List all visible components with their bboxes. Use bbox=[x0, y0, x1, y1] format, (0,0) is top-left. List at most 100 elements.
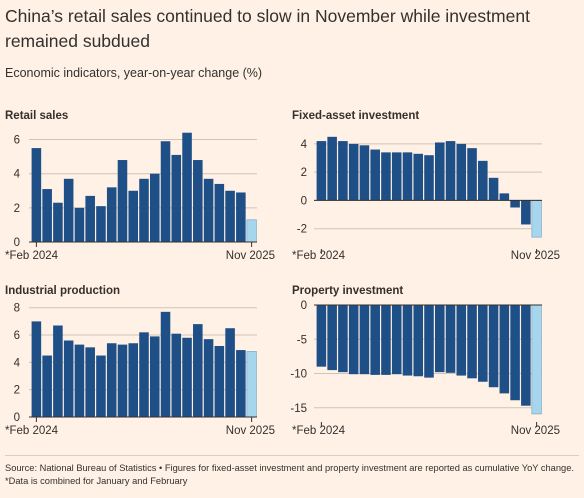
footer-divider bbox=[5, 455, 579, 456]
bar bbox=[85, 347, 95, 417]
y-tick-label: 0 bbox=[301, 195, 307, 207]
bar bbox=[338, 305, 348, 373]
bar bbox=[139, 178, 149, 242]
bar bbox=[128, 190, 139, 242]
bar bbox=[510, 305, 520, 401]
x-start-label: *Feb 2024 bbox=[292, 250, 346, 262]
bar bbox=[327, 136, 337, 201]
bar bbox=[182, 132, 192, 242]
x-end-label: Nov 2025 bbox=[511, 250, 560, 262]
y-tick-label: 0 bbox=[14, 412, 20, 424]
bar bbox=[117, 160, 128, 242]
bar bbox=[203, 178, 214, 242]
bar bbox=[402, 305, 413, 376]
bar bbox=[359, 305, 370, 375]
bar bbox=[203, 339, 214, 417]
x-end-label: Nov 2025 bbox=[226, 425, 275, 437]
y-tick-label: 6 bbox=[14, 135, 20, 147]
bar bbox=[370, 149, 380, 201]
bar bbox=[236, 350, 246, 417]
bar bbox=[467, 148, 477, 201]
chart-panel-0: Retail sales 0 2 4 6 *Feb 2024 Nov 2025 bbox=[5, 110, 275, 262]
bar bbox=[193, 160, 203, 242]
bar bbox=[478, 160, 488, 201]
bar bbox=[160, 141, 171, 242]
bar bbox=[348, 305, 359, 375]
bar bbox=[531, 200, 542, 238]
bar bbox=[63, 178, 74, 242]
y-tick-label: -10 bbox=[290, 369, 307, 381]
y-tick-label: 2 bbox=[301, 167, 307, 179]
bar bbox=[521, 200, 531, 225]
bar bbox=[117, 344, 128, 417]
bar bbox=[182, 337, 192, 417]
bar bbox=[359, 145, 370, 201]
bar bbox=[246, 351, 257, 418]
y-tick-label: 4 bbox=[301, 139, 308, 151]
bar bbox=[445, 141, 456, 201]
y-tick-label: -15 bbox=[290, 403, 307, 415]
bar bbox=[521, 305, 531, 406]
bar bbox=[370, 305, 380, 375]
bar bbox=[149, 336, 160, 417]
chart-subtitle: Economic indicators, year-on-year change… bbox=[5, 66, 263, 80]
x-end-label: Nov 2025 bbox=[511, 425, 560, 437]
bar bbox=[42, 355, 52, 417]
bar bbox=[96, 206, 106, 242]
bar bbox=[171, 154, 182, 242]
y-tick-label: 2 bbox=[14, 203, 20, 215]
bar bbox=[171, 333, 182, 417]
bar bbox=[391, 305, 402, 375]
bar bbox=[96, 355, 106, 417]
bar bbox=[531, 304, 542, 415]
bar bbox=[53, 202, 63, 242]
bar bbox=[246, 219, 257, 243]
bar bbox=[456, 305, 467, 376]
bar bbox=[338, 141, 348, 201]
x-end-label: Nov 2025 bbox=[226, 250, 275, 262]
panel-title: Property investment bbox=[292, 285, 403, 297]
y-tick-label: 0 bbox=[301, 300, 307, 312]
bar bbox=[316, 305, 327, 367]
y-tick-label: 8 bbox=[14, 303, 20, 315]
bar bbox=[31, 148, 42, 242]
bar bbox=[106, 187, 117, 242]
bar bbox=[434, 142, 445, 201]
bar bbox=[499, 305, 510, 394]
y-tick-label: 4 bbox=[14, 357, 21, 369]
x-start-label: *Feb 2024 bbox=[5, 425, 59, 437]
x-start-label: *Feb 2024 bbox=[292, 425, 346, 437]
bar bbox=[488, 177, 499, 201]
panel-title: Industrial production bbox=[5, 285, 120, 297]
bar bbox=[160, 311, 171, 417]
bar bbox=[214, 345, 225, 417]
bar bbox=[348, 143, 359, 201]
chart-panel-2: Industrial production 0 2 4 6 8 *Feb 2024 Nov 2… bbox=[5, 285, 275, 437]
bar bbox=[128, 343, 139, 417]
bar bbox=[53, 325, 63, 417]
bar bbox=[413, 153, 424, 201]
bar bbox=[402, 152, 413, 201]
bar bbox=[467, 305, 477, 379]
bar bbox=[85, 195, 95, 242]
bar bbox=[31, 321, 42, 417]
y-tick-label: 6 bbox=[14, 330, 20, 342]
chart-title: China’s retail sales continued to slow i… bbox=[5, 6, 530, 51]
y-tick-label: -2 bbox=[297, 224, 307, 236]
bar bbox=[381, 305, 391, 375]
bar bbox=[478, 305, 488, 382]
bar bbox=[225, 190, 235, 242]
panel-title: Fixed-asset investment bbox=[292, 110, 419, 122]
bar bbox=[149, 173, 160, 242]
bar bbox=[499, 193, 510, 201]
y-tick-label: 0 bbox=[14, 237, 20, 249]
bar bbox=[74, 344, 85, 417]
chart-panel-3: Property investment -15 -10 -5 0 *Feb 2024 Nov… bbox=[290, 285, 560, 437]
bar bbox=[456, 143, 467, 201]
bar bbox=[316, 141, 327, 201]
bar bbox=[434, 305, 445, 373]
bar bbox=[236, 192, 246, 242]
bar bbox=[327, 305, 337, 371]
bar bbox=[413, 305, 424, 377]
